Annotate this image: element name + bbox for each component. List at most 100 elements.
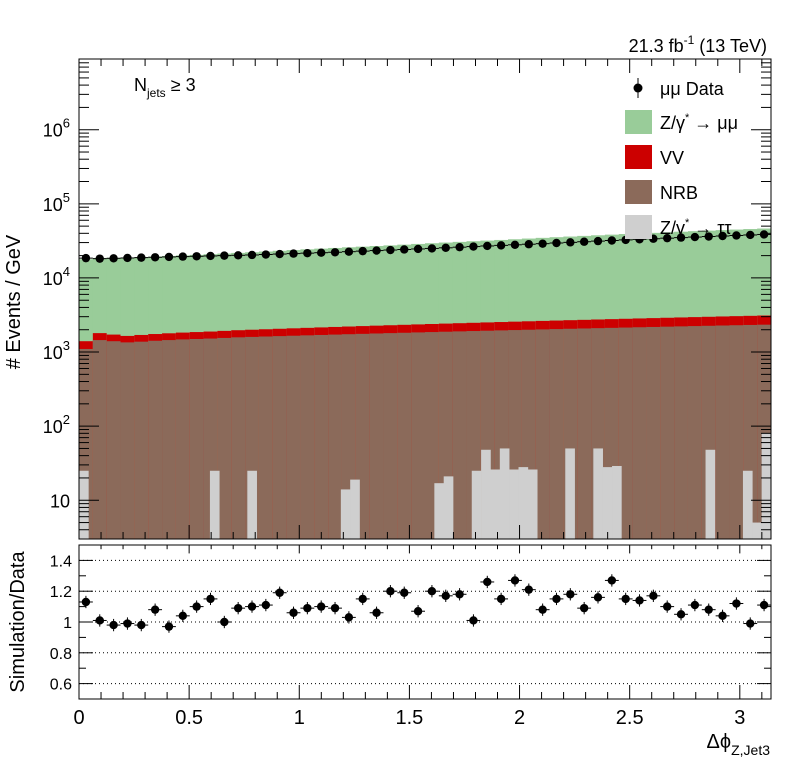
data-point [566,238,575,247]
ztt-bar [509,469,519,539]
data-point [372,246,381,255]
ztt-bar [705,449,716,539]
data-point [441,243,450,253]
data-point [344,247,354,256]
ratio-point [427,587,437,596]
data-point [233,251,243,260]
legend-entry-vv: VV [625,145,684,169]
data-points [79,230,771,263]
data-point [192,252,201,261]
nrb-bar [258,336,274,539]
ratio-point [275,588,284,597]
ztt-bar [742,470,753,539]
ratio-point [233,603,243,613]
ratio-point [220,617,229,627]
data-point [704,232,713,241]
ratio-y-tick-label: 1.4 [50,553,72,570]
ztt-bar [565,448,575,539]
data-point [164,252,174,262]
main-panel: 10 102 103 104 105 106 [43,58,772,540]
nrb-bar [134,341,149,539]
x-axis-label: ΔϕZ,Jet3 [707,731,771,758]
ratio-point [303,603,312,613]
nrb-bar [535,329,551,539]
ratio-point [137,620,146,630]
legend-label: μμ Data [660,79,725,99]
nrb-bar [549,329,564,539]
ratio-point [621,594,630,604]
data-point [400,245,409,254]
data-point [109,254,118,263]
ratio-point [538,605,547,614]
nrb-bar [217,337,232,539]
ztt-bar [761,433,772,539]
data-point [483,241,492,251]
ztt-bar [518,467,529,539]
ratio-point [192,602,201,611]
ztt-bar [499,448,510,539]
ztt-bar [471,470,482,539]
ratio-point [81,597,91,607]
legend-entry-ztt: Z/γ* → ττ [625,215,732,239]
ratio-point [635,596,644,605]
data-point [538,239,547,248]
nrb-bar [632,327,647,539]
y-tick-label: 106 [43,116,70,141]
data-point [552,238,561,248]
x-tick-label: 0 [73,707,84,729]
ratio-point [261,600,271,610]
ratio-point [746,619,755,628]
data-point [496,241,506,250]
ratio-y-axis-label: Simulation/Data [7,551,29,693]
nrb-bar [452,331,468,539]
data-point [358,246,367,256]
legend-entry-nrb: NRB [625,180,698,204]
data-point [732,231,741,240]
nrb-bar [411,332,426,539]
legend-swatch [625,145,652,169]
ratio-point [317,602,326,611]
ratio-point [441,591,450,601]
ratio-point [552,594,561,604]
legend-label: Z/γ* → ττ [660,217,732,238]
data-point [289,249,298,258]
x-tick-label: 2.5 [616,707,644,729]
ratio-point [358,594,367,604]
data-point [330,248,340,257]
nrb-bar [175,339,191,539]
ratio-point [469,616,478,625]
nrb-bar [148,340,163,539]
data-point [386,245,395,255]
x-tick-label: 3 [734,707,745,729]
ratio-point [95,616,104,625]
luminosity-label: 21.3 fb-1 (13 TeV) [629,33,767,56]
nrb-bar [286,335,301,539]
ratio-point [649,591,658,601]
nrb-bar [369,333,384,539]
ratio-point [566,590,575,599]
data-point [718,231,727,241]
ratio-point [483,577,492,587]
ratio-y-tick-label: 1 [63,615,72,632]
data-point [413,244,423,254]
nrb-bar [660,326,675,539]
y-tick-label: 102 [43,412,70,437]
y-tick-label: 10 [50,491,70,511]
data-point [123,253,132,263]
ratio-x-ticks: 0 0.5 1 1.5 2 2.5 3 [73,545,763,729]
ratio-point [289,608,298,617]
data-point [275,249,284,259]
top-x-ticks [78,59,763,539]
ztt-bar [527,469,538,539]
y-tick-label: 103 [43,338,70,363]
data-point [427,244,437,253]
data-point [317,248,326,257]
ztt-bar [481,449,491,539]
ztt-bar [593,448,603,539]
ratio-point [510,576,520,585]
ratio-point [372,608,381,617]
ratio-point [732,599,741,608]
nrb-bar [687,326,703,539]
ratio-point [593,593,603,602]
